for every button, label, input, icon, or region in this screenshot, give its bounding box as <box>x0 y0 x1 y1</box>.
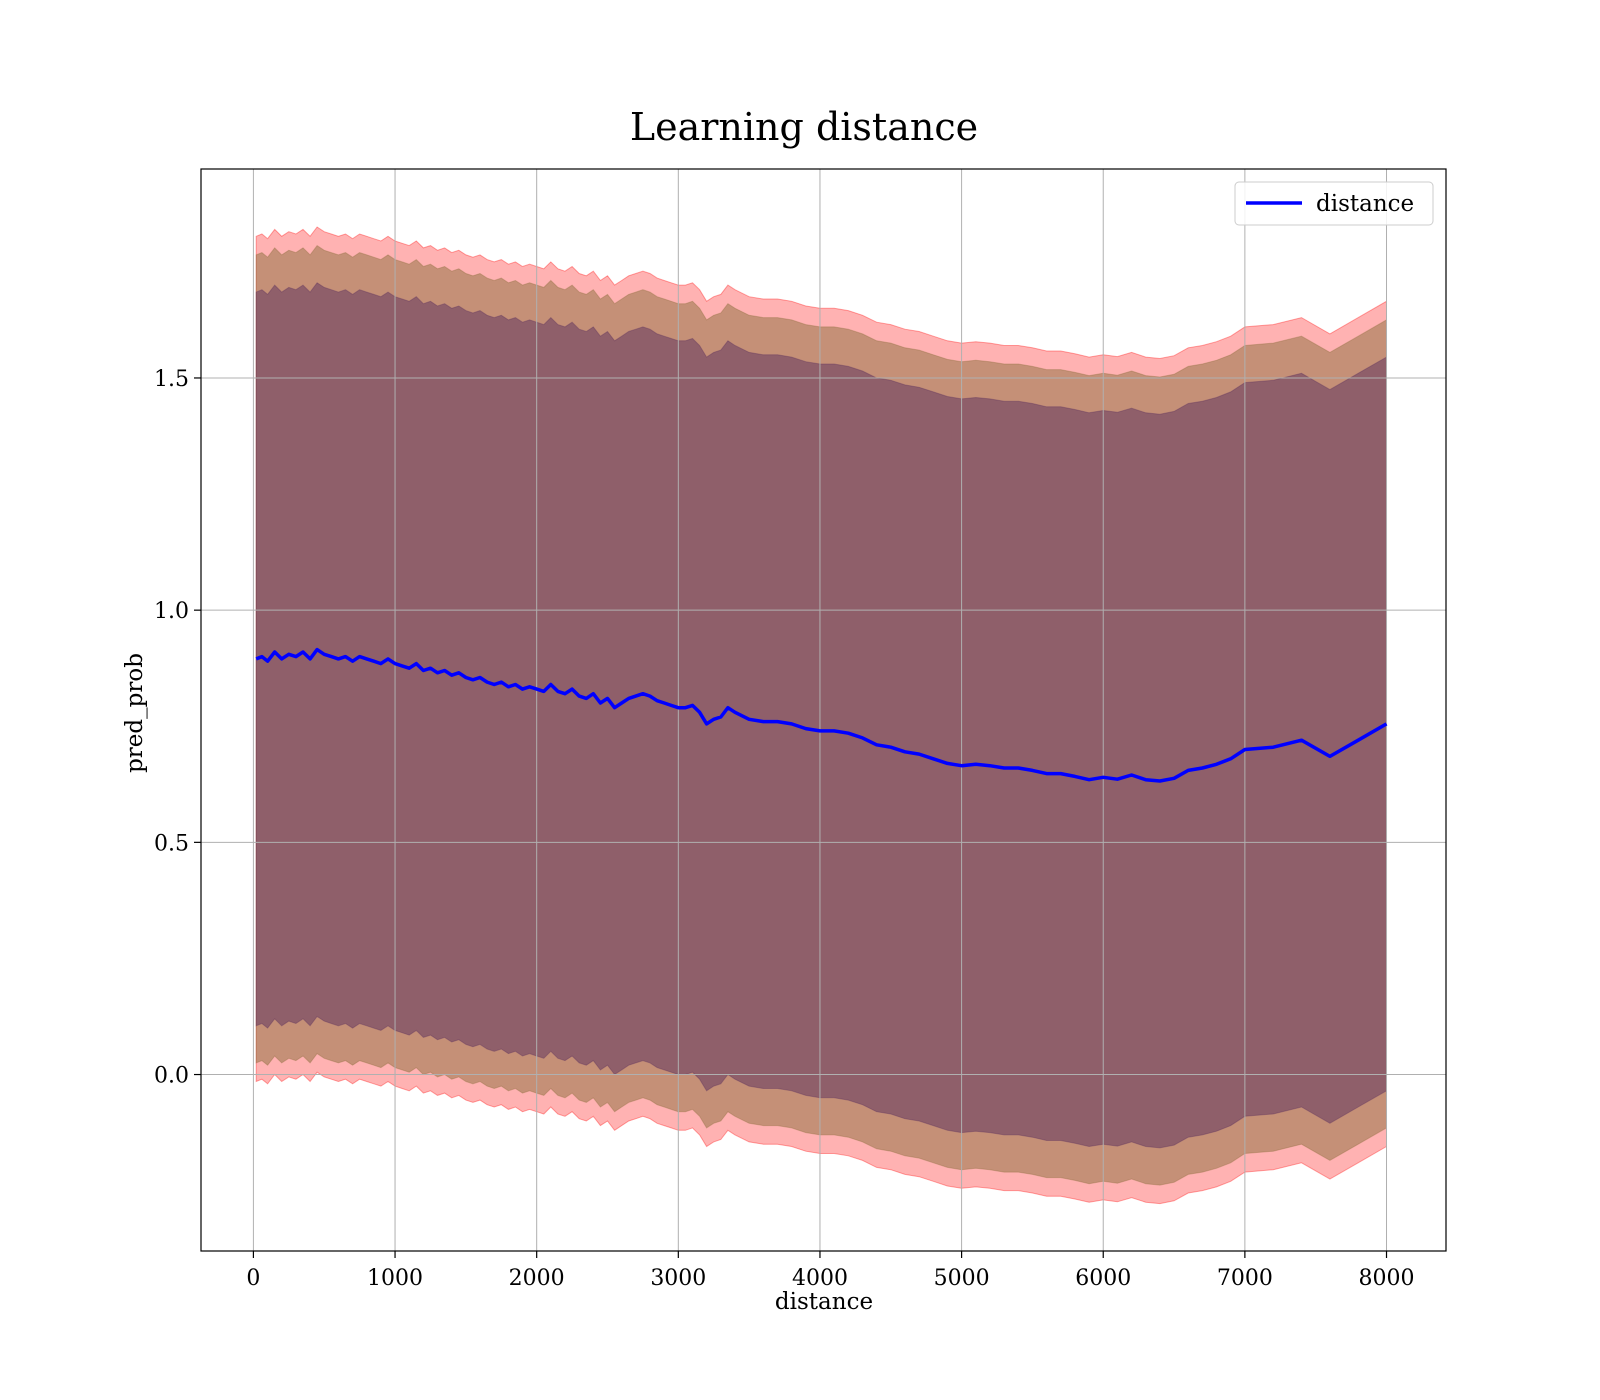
plot-frame <box>200 168 1447 1252</box>
y-axis-label: pred_prob <box>122 653 148 773</box>
y-tick-label: 0.5 <box>154 831 189 856</box>
chart-title: Learning distance <box>630 105 978 149</box>
y-tick-label: 1.5 <box>154 367 189 392</box>
y-tick-label: 1.0 <box>154 599 189 624</box>
x-axis-label: distance <box>775 1289 873 1315</box>
legend: distance <box>1234 181 1434 226</box>
x-tick-label: 5000 <box>934 1266 990 1291</box>
x-tick-label: 1000 <box>367 1266 423 1291</box>
x-tick-label: 2000 <box>509 1266 565 1291</box>
x-tick-label: 3000 <box>650 1266 706 1291</box>
y-tick-label: 0.0 <box>154 1064 189 1089</box>
x-tick-label: 7000 <box>1217 1266 1273 1291</box>
x-tick-label: 0 <box>246 1266 260 1291</box>
series-line-distance <box>255 647 1388 783</box>
x-tick-label: 6000 <box>1075 1266 1131 1291</box>
legend-box <box>1234 181 1434 226</box>
confidence-band-3 <box>255 282 1387 1149</box>
legend-label-distance: distance <box>1316 191 1414 217</box>
x-tick-label: 8000 <box>1359 1266 1415 1291</box>
x-tick-label: 4000 <box>792 1266 848 1291</box>
plot-area: 0 1000 2000 3000 4000 5000 6000 7000 8000 0.0 0.5 1… <box>154 168 1447 1291</box>
